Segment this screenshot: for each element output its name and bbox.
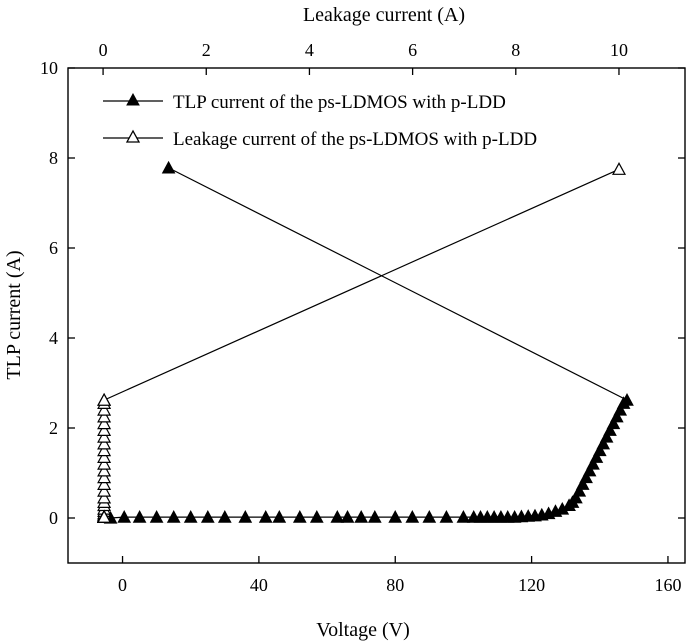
data-point-series-2 <box>97 409 112 423</box>
data-point-series-2 <box>97 509 112 523</box>
data-point-series-1 <box>405 510 420 523</box>
data-point-series-2 <box>97 490 112 504</box>
y-tick-label: 0 <box>49 508 58 528</box>
data-point-series-1 <box>217 510 232 523</box>
data-point-series-1 <box>161 160 176 174</box>
data-point-series-1 <box>238 510 253 523</box>
data-point-series-1 <box>613 402 628 416</box>
data-point-series-1 <box>183 510 198 523</box>
data-point-series-1 <box>586 456 600 470</box>
data-point-series-2 <box>97 477 112 490</box>
data-point-series-1 <box>582 463 597 477</box>
y-axis-label: TLP current (A) <box>3 250 25 379</box>
data-point-series-2 <box>97 463 112 477</box>
data-point-series-1 <box>439 510 454 523</box>
data-point-series-1 <box>603 423 617 436</box>
data-point-series-1 <box>579 470 593 484</box>
data-point-series-1 <box>575 477 590 490</box>
y-tick-label: 10 <box>40 58 58 78</box>
x-tick-label: 40 <box>250 575 268 595</box>
data-point-series-2 <box>611 162 627 175</box>
data-point-series-1 <box>309 510 324 523</box>
data-point-series-1 <box>354 510 369 523</box>
data-point-series-2 <box>97 392 112 406</box>
plot-frame <box>67 67 686 564</box>
legend-label-tlp: TLP current of the ps-LDMOS with p-LDD <box>173 92 506 113</box>
data-point-series-2 <box>97 450 112 463</box>
top-tick-label: 0 <box>99 40 108 60</box>
data-point-series-1 <box>117 510 132 523</box>
data-point-series-2 <box>97 416 112 430</box>
data-point-series-2 <box>97 436 112 450</box>
x-tick-label: 0 <box>118 575 127 595</box>
data-point-series-1 <box>609 409 624 423</box>
data-point-series-1 <box>572 483 587 497</box>
x-tick-label: 160 <box>654 575 681 595</box>
legend-marker-leakage <box>125 129 141 143</box>
data-point-series-1 <box>620 393 634 406</box>
data-point-series-2 <box>97 456 112 470</box>
top-tick-label: 6 <box>408 40 417 60</box>
data-point-series-1 <box>340 510 355 523</box>
x-tick-label: 80 <box>386 575 404 595</box>
data-point-series-2 <box>97 443 112 457</box>
data-point-series-1 <box>599 429 614 443</box>
data-point-series-1 <box>422 510 437 523</box>
data-point-series-1 <box>456 510 471 523</box>
y-tick-label: 2 <box>49 418 58 438</box>
data-point-series-1 <box>132 510 147 523</box>
data-point-series-1 <box>200 510 215 523</box>
x-axis-ticks: 0 40 80 120 160 <box>118 556 681 595</box>
data-point-series-1 <box>569 490 583 504</box>
top-tick-label: 8 <box>511 40 520 60</box>
top-axis-ticks: 0 2 4 6 8 10 <box>99 40 628 75</box>
data-point-series-1 <box>589 450 604 463</box>
y-tick-label: 4 <box>49 328 58 348</box>
x-tick-label: 120 <box>518 575 545 595</box>
data-point-series-1 <box>606 416 621 430</box>
y-tick-label: 8 <box>49 148 58 168</box>
top-tick-label: 2 <box>202 40 211 60</box>
data-point-series-1 <box>388 510 403 523</box>
series-line-2 <box>103 168 620 518</box>
data-point-series-1 <box>292 510 307 523</box>
series-markers <box>97 160 634 524</box>
data-point-series-1 <box>258 510 273 523</box>
data-point-series-1 <box>272 510 287 523</box>
data-point-series-1 <box>149 510 164 523</box>
data-point-series-1 <box>330 510 345 523</box>
legend-marker-tlp <box>126 92 140 106</box>
legend: TLP current of the ps-LDMOS with p-LDD L… <box>103 92 537 150</box>
data-point-series-2 <box>97 470 112 484</box>
data-point-series-2 <box>97 423 112 436</box>
y-axis-ticks: 0 2 4 6 8 10 <box>40 58 685 528</box>
data-point-series-2 <box>97 402 112 416</box>
legend-label-leakage: Leakage current of the ps-LDMOS with p-L… <box>173 129 537 150</box>
top-axis-label: Leakage current (A) <box>303 4 465 26</box>
data-point-series-1 <box>166 510 181 523</box>
data-point-series-1 <box>592 443 607 457</box>
x-axis-label: Voltage (V) <box>316 619 410 641</box>
data-point-series-2 <box>97 429 112 443</box>
data-point-series-1 <box>596 436 611 450</box>
data-point-series-2 <box>97 483 112 497</box>
series-lines <box>103 167 629 519</box>
data-point-series-1 <box>367 510 382 523</box>
top-tick-label: 10 <box>610 40 628 60</box>
series-line-1 <box>110 167 629 519</box>
y-tick-label: 6 <box>49 238 58 258</box>
top-tick-label: 4 <box>305 40 314 60</box>
